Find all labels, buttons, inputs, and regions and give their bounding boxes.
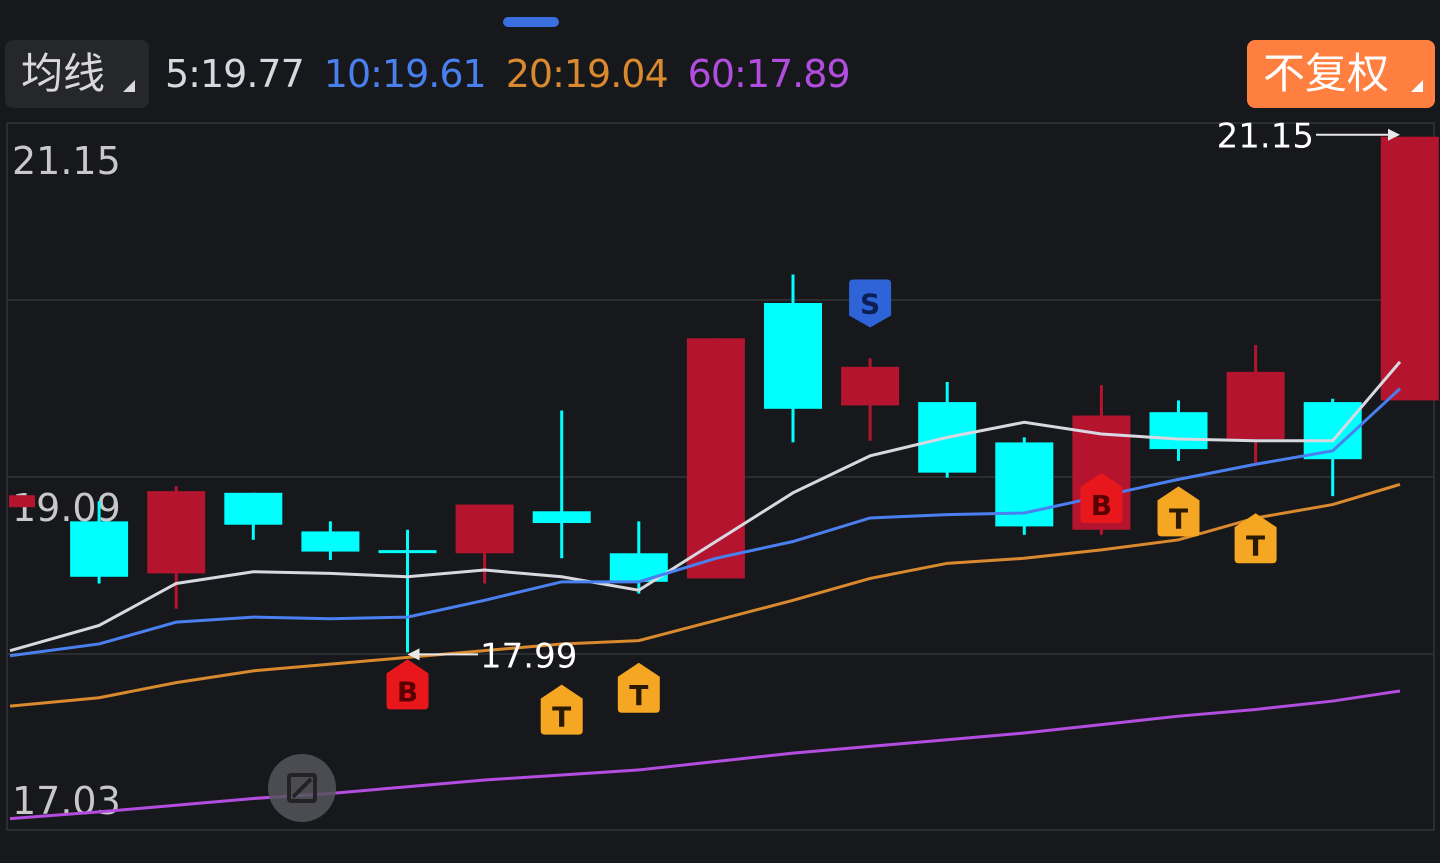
candle-13 <box>995 437 1054 535</box>
corner-triangle-icon <box>123 80 135 92</box>
ma-line-5 <box>9 360 1402 653</box>
signal-marker-t: T <box>1234 513 1277 564</box>
candle-body <box>532 511 591 524</box>
high-price-arrow <box>1388 128 1400 141</box>
candle-15 <box>1149 400 1208 461</box>
candle-7 <box>532 410 591 559</box>
marker-shape <box>386 659 429 710</box>
marker-letter: T <box>1246 529 1265 562</box>
candle-body <box>70 521 129 577</box>
candle-body <box>455 504 514 554</box>
signal-marker-s: S <box>849 279 892 328</box>
candle-body <box>1380 136 1439 401</box>
candle-body <box>224 492 283 525</box>
marker-shape <box>617 662 660 713</box>
candle-11 <box>841 358 900 441</box>
adjust-mode-button[interactable]: 不复权 <box>1247 40 1435 108</box>
adjust-mode-label: 不复权 <box>1263 49 1390 98</box>
ma-value-2: 20:19.04 <box>505 52 669 96</box>
candle-6 <box>455 504 514 584</box>
candle-body <box>147 491 206 574</box>
candle-body <box>301 531 360 552</box>
fullscreen-button[interactable] <box>268 754 336 822</box>
candle-17 <box>1303 398 1362 497</box>
candle-1 <box>70 501 129 584</box>
ma-value-0: 5:19.77 <box>165 52 305 96</box>
expand-icon <box>287 773 317 803</box>
candle-body <box>764 303 822 409</box>
drag-handle[interactable] <box>503 17 559 27</box>
candle-body <box>841 366 900 406</box>
signal-marker-t: T <box>1157 486 1200 537</box>
candle-16 <box>1226 344 1285 463</box>
ma-line-60 <box>9 689 1401 821</box>
marker-letter: T <box>1169 502 1188 535</box>
marker-shape <box>1234 513 1277 564</box>
moving-averages <box>9 360 1402 821</box>
signal-markers: B T T S B T T <box>386 279 1277 735</box>
ma-value-1: 10:19.61 <box>323 52 487 96</box>
candle-body <box>1149 412 1208 450</box>
ma-line-10 <box>9 387 1402 658</box>
marker-letter: B <box>1091 489 1112 522</box>
candle-9 <box>686 338 745 579</box>
ma-value-3: 60:17.89 <box>687 52 851 96</box>
low-price-arrow <box>407 648 420 661</box>
candle-12 <box>918 381 977 478</box>
marker-shape <box>1157 486 1200 537</box>
marker-letter: B <box>397 675 418 708</box>
marker-shape <box>1080 472 1123 523</box>
candles <box>9 136 1439 653</box>
marker-letter: T <box>552 701 571 734</box>
candle-3 <box>224 492 283 540</box>
high-price-label: 21.15 <box>1217 117 1314 157</box>
candle-4 <box>301 521 360 560</box>
ma-toggle-label: 均线 <box>21 49 106 98</box>
ma-toggle-button[interactable]: 均线 <box>5 40 149 108</box>
candle-18 <box>1380 136 1439 401</box>
signal-marker-t: T <box>540 684 583 735</box>
candle-0 <box>9 495 35 508</box>
signal-marker-b: B <box>386 659 429 710</box>
y-tick-label-0: 21.15 <box>12 139 121 183</box>
candle-body <box>9 495 35 508</box>
corner-triangle-icon <box>1411 80 1423 92</box>
marker-letter: T <box>629 679 648 712</box>
ma-line-20 <box>9 482 1401 708</box>
price-annotations: 21.15 17.99 <box>407 117 1400 676</box>
signal-marker-b: B <box>1080 472 1123 523</box>
marker-letter: S <box>860 288 880 321</box>
candle-5 <box>378 529 437 653</box>
low-price-label: 17.99 <box>480 636 577 676</box>
chart-header: 均线 5:19.77 10:19.61 20:19.04 60:17.89 不复权 <box>0 38 1440 110</box>
candle-2 <box>147 486 206 609</box>
candle-10 <box>764 274 822 443</box>
marker-shape <box>540 684 583 735</box>
signal-marker-t: T <box>617 662 660 713</box>
ma-values: 5:19.77 10:19.61 20:19.04 60:17.89 <box>165 38 851 110</box>
marker-shape <box>849 279 892 328</box>
candle-body <box>1226 371 1285 440</box>
candle-body <box>686 338 745 579</box>
